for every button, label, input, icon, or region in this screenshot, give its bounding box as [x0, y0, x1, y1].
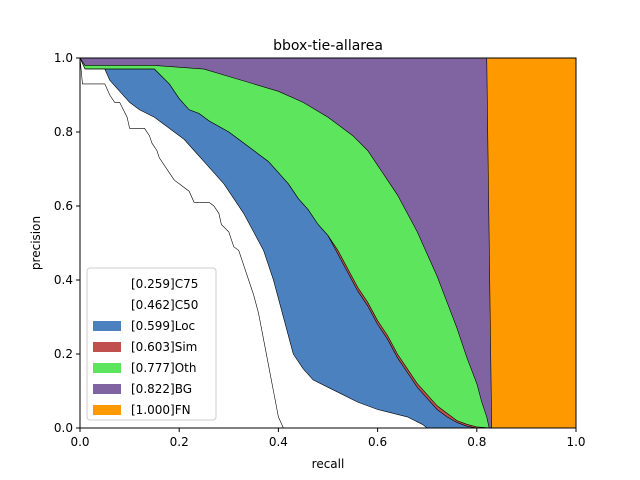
axis-ticks: 0.0 0.2 0.4 0.6 0.8 1.0 0.0 0.2 0.4 0.6 0.8 1.0 — [54, 51, 586, 449]
area-edge-0-259-c75 — [80, 58, 284, 428]
legend: [0.259]C75 [0.462]C50 [0.599]Loc [0.603]Sim… — [86, 267, 217, 421]
y-tick-label: 1.0 — [54, 51, 73, 65]
x-tick-label: 0.0 — [70, 435, 89, 449]
legend-label: [0.599]Loc — [131, 319, 195, 333]
chart-title: bbox-tie-allarea — [273, 38, 383, 54]
legend-swatch — [93, 279, 121, 289]
legend-swatch — [93, 300, 121, 310]
legend-label: [0.777]Oth — [131, 361, 196, 375]
y-tick-label: 0.4 — [54, 273, 73, 287]
area-edge-0-822-bg — [80, 58, 492, 428]
plot-frame — [79, 57, 577, 429]
area-edge-0-777-oth — [80, 58, 490, 428]
legend-label: [0.603]Sim — [131, 340, 197, 354]
x-tick-label: 0.8 — [467, 435, 486, 449]
legend-swatch — [93, 384, 121, 394]
legend-label: [1.000]FN — [131, 403, 191, 417]
y-tick-label: 0.6 — [54, 199, 73, 213]
x-tick-label: 0.2 — [170, 435, 189, 449]
x-axis-label: recall — [312, 457, 345, 471]
y-tick-label: 0.2 — [54, 347, 73, 361]
area-edge-0-462-c50 — [80, 58, 428, 428]
y-tick-label: 0.8 — [54, 125, 73, 139]
legend-swatch — [93, 363, 121, 373]
x-tick-label: 0.4 — [269, 435, 288, 449]
x-tick-label: 1.0 — [566, 435, 585, 449]
y-axis-label: precision — [29, 216, 43, 270]
legend-label: [0.822]BG — [131, 382, 192, 396]
legend-swatch — [93, 342, 121, 352]
legend-swatch — [93, 405, 121, 415]
legend-swatch — [93, 321, 121, 331]
x-tick-label: 0.6 — [368, 435, 387, 449]
area-edge-0-599-loc — [80, 58, 492, 428]
legend-label: [0.259]C75 — [131, 277, 198, 291]
y-tick-label: 0.0 — [54, 421, 73, 435]
legend-label: [0.462]C50 — [131, 298, 198, 312]
